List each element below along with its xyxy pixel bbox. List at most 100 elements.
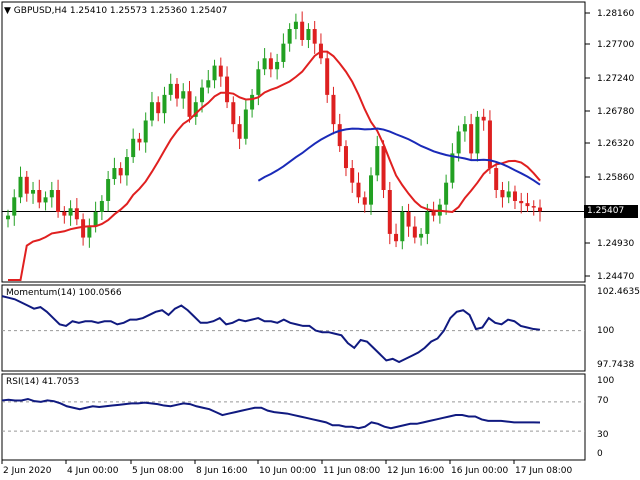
candle xyxy=(137,132,142,151)
candle xyxy=(18,166,23,204)
momentum-label: Momentum(14) 100.0566 xyxy=(6,288,122,298)
candle xyxy=(156,96,161,122)
candle xyxy=(87,218,92,248)
candle xyxy=(394,223,399,248)
candle xyxy=(337,113,342,152)
candle xyxy=(212,59,217,89)
candle xyxy=(450,143,455,189)
candle xyxy=(231,96,236,133)
time-tick-label: 17 Jun 08:00 xyxy=(515,466,572,476)
price-tick-label: 1.24470 xyxy=(597,272,634,282)
rsi-tick-label: 30 xyxy=(597,430,609,440)
candle xyxy=(419,228,424,246)
candle xyxy=(225,66,230,109)
candle xyxy=(12,189,17,226)
collapse-icon[interactable]: ▼ xyxy=(4,6,11,16)
current-price-badge: 1.25407 xyxy=(584,205,638,218)
momentum-line xyxy=(1,295,541,364)
candle xyxy=(318,33,323,65)
price-tick-label: 1.27700 xyxy=(597,40,634,50)
candle xyxy=(475,110,480,162)
candle xyxy=(300,11,305,46)
candle xyxy=(74,198,79,226)
candle xyxy=(6,209,10,228)
candle xyxy=(287,23,292,52)
price-tick-label: 1.28160 xyxy=(597,9,634,19)
candle xyxy=(112,157,117,185)
candle xyxy=(168,73,173,101)
candle xyxy=(131,128,136,163)
candle xyxy=(412,216,417,244)
momentum-tick-label: 100 xyxy=(597,326,614,336)
rsi-label: RSI(14) 41.7053 xyxy=(6,377,80,387)
candle xyxy=(312,20,317,54)
momentum-plot xyxy=(1,295,585,364)
price-tick-label: 1.27240 xyxy=(597,74,634,84)
price-plot xyxy=(2,11,585,281)
candle xyxy=(43,191,48,211)
time-tick-label: 12 Jun 16:00 xyxy=(387,466,444,476)
candle xyxy=(118,162,123,184)
candle xyxy=(456,125,461,162)
candle xyxy=(444,174,449,215)
candle xyxy=(237,116,242,150)
time-tick-label: 5 Jun 08:00 xyxy=(132,466,184,476)
candle xyxy=(387,181,392,245)
candle xyxy=(400,206,405,250)
candle xyxy=(331,86,336,135)
candle xyxy=(174,78,179,107)
candle xyxy=(538,199,542,222)
candle xyxy=(99,195,104,220)
rsi-tick-label: 70 xyxy=(597,396,609,406)
time-tick-label: 2 Jun 2020 xyxy=(3,466,52,476)
candle xyxy=(243,99,248,145)
rsi-panel-frame xyxy=(1,373,586,461)
momentum-panel-frame xyxy=(1,284,586,372)
candle xyxy=(106,170,111,212)
candle xyxy=(469,113,474,160)
price-tick-label: 1.26320 xyxy=(597,139,634,149)
rsi-plot xyxy=(1,397,585,432)
candle xyxy=(275,53,280,80)
candle xyxy=(462,116,467,142)
price-tick-label: 1.24930 xyxy=(597,239,634,249)
candle xyxy=(124,149,129,186)
candle xyxy=(375,135,380,182)
candle xyxy=(37,179,42,209)
candle xyxy=(149,91,154,127)
candle xyxy=(531,200,536,216)
main-panel-frame xyxy=(1,1,586,283)
candle xyxy=(262,48,267,76)
time-tick-label: 10 Jun 00:00 xyxy=(259,466,316,476)
candle xyxy=(406,203,411,237)
candle xyxy=(525,192,530,212)
candle xyxy=(293,13,298,40)
candle xyxy=(56,179,61,218)
rsi-line xyxy=(1,397,541,430)
time-tick-label: 16 Jun 00:00 xyxy=(451,466,508,476)
candle xyxy=(362,191,367,213)
rsi-tick-label: 0 xyxy=(597,449,603,459)
price-tick-label: 1.26780 xyxy=(597,107,634,117)
candle xyxy=(281,33,286,68)
axis-labels: 1.28160 1.27700 1.27240 1.26780 1.26320 1.258… xyxy=(1,9,640,476)
candle xyxy=(519,192,524,214)
candle xyxy=(356,172,361,204)
time-tick-label: 11 Jun 08:00 xyxy=(323,466,380,476)
momentum-tick-label: 97.7438 xyxy=(597,360,634,370)
chart-header: ▼ GBPUSD,H4 1.25410 1.25573 1.25360 1.25… xyxy=(4,6,227,16)
price-tick-label: 1.25860 xyxy=(597,173,634,183)
candle xyxy=(350,160,355,193)
candle xyxy=(494,162,499,199)
candle xyxy=(481,108,486,131)
candle xyxy=(218,57,223,87)
time-tick-label: 8 Jun 16:00 xyxy=(196,466,248,476)
candle xyxy=(381,140,386,199)
candle xyxy=(162,86,167,124)
ma-fast-line xyxy=(8,50,541,281)
candle xyxy=(68,200,73,226)
candle xyxy=(500,181,505,208)
candle xyxy=(31,181,36,204)
candle xyxy=(512,185,517,210)
